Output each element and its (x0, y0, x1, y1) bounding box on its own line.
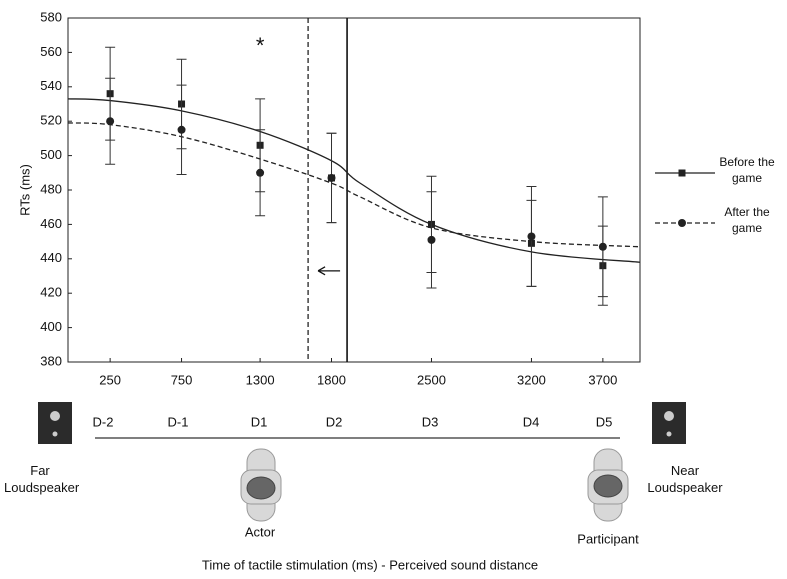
participant-head-icon (587, 448, 629, 522)
distance-label: D1 (251, 414, 268, 429)
actor-label: Actor (245, 524, 276, 539)
far-loudspeaker-icon (38, 402, 72, 444)
y-tick-label: 500 (40, 147, 62, 162)
near-loudspeaker-icon (652, 402, 686, 444)
x-tick-label: 250 (99, 372, 121, 387)
marker (598, 242, 607, 251)
distance-label: D-1 (168, 414, 189, 429)
legend-marker (678, 169, 686, 177)
y-tick-label: 380 (40, 353, 62, 368)
y-tick-label: 540 (40, 78, 62, 93)
x-tick-label: 2500 (417, 372, 446, 387)
legend-label: Before the game (719, 155, 775, 185)
distance-label: D5 (596, 414, 613, 429)
fit-curve (67, 98, 641, 263)
near-speaker-label: Near Loudspeaker (647, 463, 723, 495)
marker (327, 173, 336, 182)
arrow-head (317, 266, 326, 276)
y-tick-label: 460 (40, 216, 62, 231)
x-tick-label: 3700 (588, 372, 617, 387)
far-speaker-label: Far Loudspeaker (4, 463, 80, 495)
legend-marker (678, 219, 686, 227)
plot-frame (67, 17, 641, 363)
y-tick-label: 480 (40, 181, 62, 196)
y-tick-label: 560 (40, 44, 62, 59)
y-axis-label: RTs (ms) (17, 164, 32, 216)
asterisk: * (256, 33, 265, 58)
distance-label: D-2 (93, 414, 114, 429)
y-tick-label: 400 (40, 319, 62, 334)
x-axis-label: Time of tactile stimulation (ms) - Perce… (202, 557, 538, 572)
distance-label: D3 (422, 414, 439, 429)
y-tick-label: 420 (40, 285, 62, 300)
fit-curve (67, 122, 641, 248)
distance-label: D4 (523, 414, 540, 429)
y-tick-label: 580 (40, 9, 62, 24)
x-tick-label: 3200 (517, 372, 546, 387)
distance-label: D2 (326, 414, 343, 429)
marker (177, 125, 186, 134)
marker (256, 168, 265, 177)
x-tick-label: 1800 (317, 372, 346, 387)
y-tick-label: 440 (40, 250, 62, 265)
actor-head-icon (240, 448, 282, 522)
marker (427, 235, 436, 244)
marker (106, 117, 115, 126)
y-tick-label: 520 (40, 113, 62, 128)
participant-label: Participant (577, 531, 639, 546)
legend-label: After the game (724, 205, 770, 235)
x-tick-label: 750 (171, 372, 193, 387)
marker (527, 232, 536, 241)
x-tick-label: 1300 (246, 372, 275, 387)
